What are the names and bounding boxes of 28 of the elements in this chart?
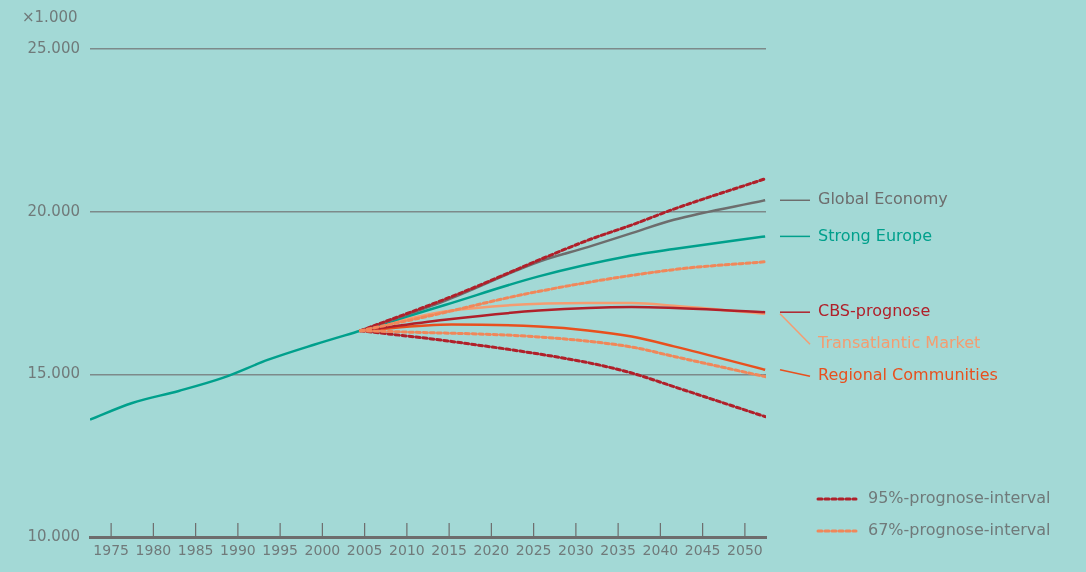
- x-tick-label: 1995: [262, 542, 298, 559]
- legend-label: Regional Communities: [818, 365, 998, 385]
- x-tick-label: 2030: [558, 542, 594, 559]
- y-tick-label: 10.000: [27, 526, 80, 545]
- x-tick-label: 2015: [431, 542, 467, 559]
- y-tick-label: 20.000: [27, 201, 80, 220]
- x-tick-label: 1980: [135, 542, 172, 559]
- x-tick-label: 2005: [346, 542, 383, 559]
- text: Transatlantic Market: [817, 333, 981, 353]
- legend-label: CBS-prognose: [818, 301, 931, 321]
- x-tick-label: 2050: [727, 542, 763, 559]
- x-tick-label: 1990: [220, 542, 256, 559]
- x-tick-label: 2045: [684, 542, 721, 559]
- x-tick-label: 1985: [177, 542, 214, 559]
- x-tick-label: 2035: [600, 542, 636, 559]
- legend-label: Strong Europe: [818, 225, 933, 245]
- x-tick-label: 1975: [93, 542, 129, 559]
- legend-label: 95%-prognose-interval: [868, 488, 1051, 508]
- y-tick-label: 15.000: [27, 364, 80, 383]
- x-tick-label: 2010: [389, 542, 425, 559]
- x-tick-label: 2025: [515, 542, 552, 559]
- legend-label: Global Economy: [818, 189, 948, 209]
- x-tick-label: 2040: [642, 542, 679, 559]
- x-tick-label: 2000: [304, 542, 341, 559]
- x-tick-label: 2020: [473, 542, 510, 559]
- text: ×1.000: [22, 7, 78, 26]
- legend-label: 67%-prognose-interval: [868, 520, 1051, 540]
- y-tick-label: 25.000: [27, 38, 80, 57]
